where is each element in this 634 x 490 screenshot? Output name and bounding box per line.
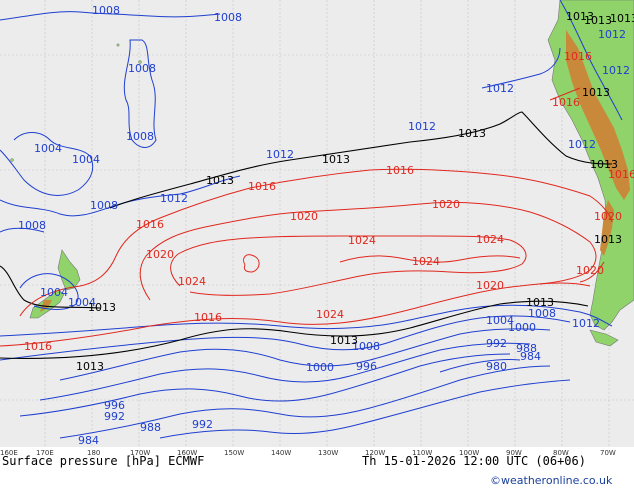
isobar-label: 1013 bbox=[322, 153, 350, 166]
isobar-label: 1004 bbox=[34, 142, 62, 155]
isobar-label: 992 bbox=[486, 337, 507, 350]
isobar-label: 1012 bbox=[266, 148, 294, 161]
isobar-label: 1020 bbox=[576, 264, 604, 277]
isobar-label: 1013 bbox=[526, 296, 554, 309]
isobar-label: 1016 bbox=[564, 50, 592, 63]
isobar-label: 1024 bbox=[412, 255, 440, 268]
longitude-tick: 130W bbox=[318, 449, 338, 457]
isobar-label: 1008 bbox=[528, 307, 556, 320]
isobar-label: 1020 bbox=[432, 198, 460, 211]
longitude-tick: 80W bbox=[553, 449, 569, 457]
isobar-label: 984 bbox=[78, 434, 99, 447]
isobar-label: 984 bbox=[520, 350, 541, 363]
isobar-label: 1012 bbox=[602, 64, 630, 77]
isobar-label: 1016 bbox=[248, 180, 276, 193]
isobar-label: 1013 bbox=[584, 14, 612, 27]
longitude-tick: 90W bbox=[506, 449, 522, 457]
isobar-label: 1013 bbox=[206, 174, 234, 187]
isobar-label: 1024 bbox=[178, 275, 206, 288]
valid-time: Th 15-01-2026 12:00 UTC (06+06) bbox=[362, 454, 586, 468]
pacific-islands bbox=[10, 43, 142, 162]
isobar-label: 1013 bbox=[458, 127, 486, 140]
isobar-label: 996 bbox=[356, 360, 377, 373]
longitude-tick: 180 bbox=[87, 449, 100, 457]
longitude-tick: 150W bbox=[224, 449, 244, 457]
isobar-label: 1024 bbox=[476, 233, 504, 246]
isobar-label: 992 bbox=[192, 418, 213, 431]
site-credit: ©weatheronline.co.uk bbox=[490, 474, 613, 487]
isobar-label: 1020 bbox=[290, 210, 318, 223]
isobar-label: 1013 bbox=[330, 334, 358, 347]
isobars-low bbox=[0, 0, 623, 439]
isobars-high bbox=[0, 87, 613, 347]
isobar-label: 992 bbox=[104, 410, 125, 423]
longitude-axis: 160E 170E 180 170W 160W 150W 140W 130W 1… bbox=[0, 449, 616, 457]
isobar-labels-low: 1008 1008 1008 1008 1004 1004 1008 1012 … bbox=[18, 4, 630, 447]
isobar-label: 1016 bbox=[194, 311, 222, 324]
isobar-labels-high: 1016 1016 1016 1016 1020 1020 1020 1024 … bbox=[24, 50, 634, 353]
isobar-label: 1000 bbox=[508, 321, 536, 334]
longitude-tick: 170W bbox=[130, 449, 150, 457]
isobar-labels-normal: 1013 1013 1013 1013 1013 1013 1013 1013 … bbox=[76, 10, 634, 373]
isobar-label: 1020 bbox=[594, 210, 622, 223]
isobar-label: 988 bbox=[140, 421, 161, 434]
isobar-label: 1020 bbox=[476, 279, 504, 292]
longitude-tick: 120W bbox=[365, 449, 385, 457]
isobar-label: 1013 bbox=[88, 301, 116, 314]
isobar-label: 1012 bbox=[160, 192, 188, 205]
isobar-label: 1008 bbox=[126, 130, 154, 143]
isobar-label: 1016 bbox=[386, 164, 414, 177]
isobar-label: 1008 bbox=[214, 11, 242, 24]
ocean-background bbox=[0, 0, 634, 447]
isobar-label: 1024 bbox=[316, 308, 344, 321]
isobar-label: 1004 bbox=[72, 153, 100, 166]
isobar-label: 1013 bbox=[582, 86, 610, 99]
isobar-label: 1013 bbox=[594, 233, 622, 246]
longitude-tick: 100W bbox=[459, 449, 479, 457]
isobar-label: 996 bbox=[104, 399, 125, 412]
isobar-label: 1008 bbox=[18, 219, 46, 232]
longitude-tick: 160W bbox=[177, 449, 197, 457]
isobar-label: 1013 bbox=[566, 10, 594, 23]
isobar-label: 1020 bbox=[146, 248, 174, 261]
isobar-label: 1016 bbox=[608, 168, 634, 181]
isobar-label: 1000 bbox=[306, 361, 334, 374]
isobar-label: 1013 bbox=[590, 158, 618, 171]
isobar-label: 1012 bbox=[572, 317, 600, 330]
isobar-label: 1008 bbox=[352, 340, 380, 353]
isobar-label: 1008 bbox=[128, 62, 156, 75]
isobar-label: 988 bbox=[516, 342, 537, 355]
isobar-label: 1008 bbox=[92, 4, 120, 17]
map-title: Surface pressure [hPa] ECMWF bbox=[2, 454, 204, 468]
longitude-tick: 110W bbox=[412, 449, 432, 457]
longitude-tick: 170E bbox=[36, 449, 54, 457]
isobar-label: 1012 bbox=[598, 28, 626, 41]
isobar-label: 1004 bbox=[40, 286, 68, 299]
isobar-label: 980 bbox=[486, 360, 507, 373]
longitude-tick: 140W bbox=[271, 449, 291, 457]
isobar-label: 1013 bbox=[76, 360, 104, 373]
longitude-tick: 160E bbox=[0, 449, 18, 457]
isobar-label: 1012 bbox=[408, 120, 436, 133]
isobar-label: 1016 bbox=[24, 340, 52, 353]
isobar-label: 1004 bbox=[486, 314, 514, 327]
isobar-label: 1012 bbox=[568, 138, 596, 151]
isobar-label: 1016 bbox=[552, 96, 580, 109]
isobar-label: 1004 bbox=[68, 296, 96, 309]
isobar-label: 1008 bbox=[90, 199, 118, 212]
isobar-label: 1016 bbox=[136, 218, 164, 231]
isobar-label: 1012 bbox=[486, 82, 514, 95]
isobar-label: 1013 bbox=[610, 12, 634, 25]
isobar-normal bbox=[0, 111, 613, 360]
longitude-tick: 70W bbox=[600, 449, 616, 457]
isobar-label: 1024 bbox=[348, 234, 376, 247]
